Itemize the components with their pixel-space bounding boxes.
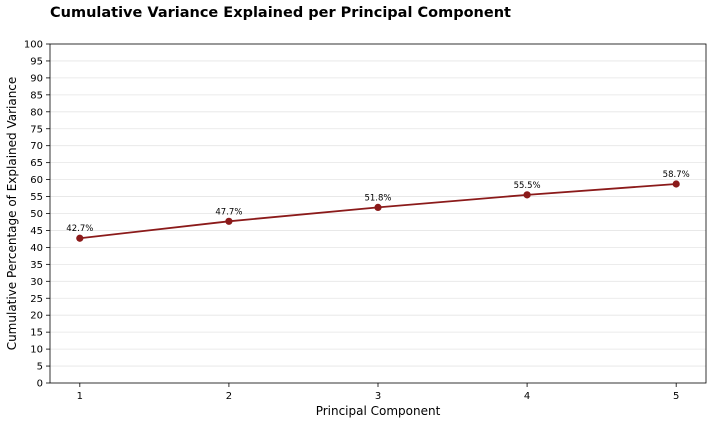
y-tick-label: 60 — [30, 175, 43, 186]
x-tick-label: 5 — [673, 391, 679, 402]
y-tick-label: 35 — [30, 260, 43, 271]
data-label: 42.7% — [66, 224, 93, 234]
x-tick-label: 1 — [77, 391, 83, 402]
y-tick-label: 10 — [30, 345, 43, 356]
data-labels: 42.7% 47.7% 51.8% 55.5% 58.7% — [66, 170, 689, 234]
y-tick-label: 40 — [30, 243, 43, 254]
y-axis-title: Cumulative Percentage of Explained Varia… — [5, 77, 19, 351]
x-tick-label: 2 — [226, 391, 232, 402]
y-tick-label: 45 — [30, 226, 43, 237]
data-label: 58.7% — [663, 170, 690, 180]
x-axis-title: Principal Component — [316, 404, 441, 418]
y-axis-ticks: 0 5 10 15 20 25 30 35 40 45 50 55 60 65 70 75 80 85 90 95 10… — [24, 40, 50, 390]
y-tick-label: 15 — [30, 328, 43, 339]
grid-lines — [50, 60, 706, 367]
chart-title: Cumulative Variance Explained per Princi… — [50, 5, 511, 21]
y-tick-label: 30 — [30, 277, 43, 288]
y-tick-label: 5 — [37, 362, 43, 373]
data-label: 51.8% — [364, 193, 391, 203]
y-tick-label: 20 — [30, 311, 43, 322]
x-tick-label: 4 — [524, 391, 530, 402]
data-label: 47.7% — [215, 207, 242, 217]
y-tick-label: 75 — [30, 124, 43, 135]
data-point — [225, 217, 233, 225]
y-tick-label: 95 — [30, 56, 43, 67]
data-point — [374, 203, 382, 211]
y-tick-label: 0 — [37, 379, 43, 390]
y-tick-label: 65 — [30, 158, 43, 169]
data-point — [672, 180, 680, 188]
y-tick-label: 55 — [30, 192, 43, 203]
series-layer — [76, 180, 680, 242]
y-tick-label: 85 — [30, 90, 43, 101]
data-point — [76, 234, 84, 242]
x-axis-ticks: 1 2 3 4 5 — [77, 383, 679, 402]
y-tick-label: 90 — [30, 73, 43, 84]
y-tick-label: 100 — [24, 40, 43, 51]
y-tick-label: 50 — [30, 209, 43, 220]
data-point — [523, 191, 531, 199]
y-tick-label: 80 — [30, 107, 43, 118]
x-tick-label: 3 — [375, 391, 381, 402]
y-tick-label: 70 — [30, 141, 43, 152]
data-label: 55.5% — [514, 181, 541, 191]
y-tick-label: 25 — [30, 294, 43, 305]
